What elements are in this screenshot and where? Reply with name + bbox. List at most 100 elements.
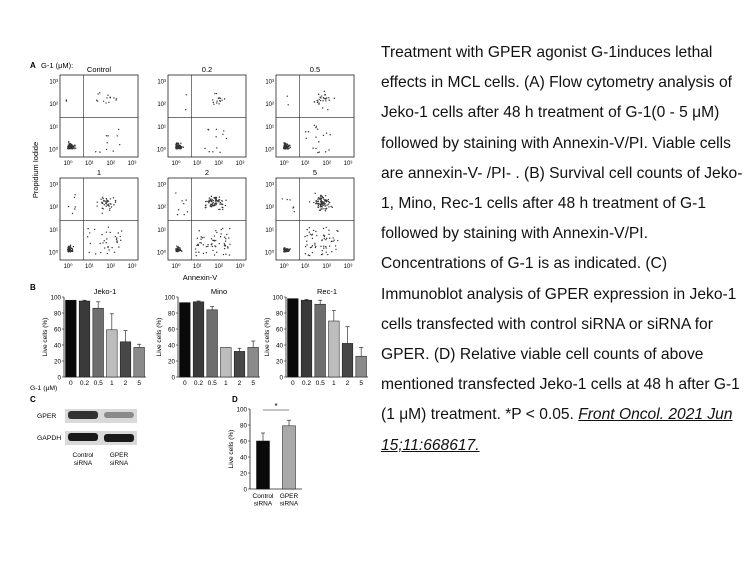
event-dot xyxy=(67,249,69,251)
event-dot xyxy=(287,249,290,252)
event-dot xyxy=(96,201,98,203)
y-tick-label: 10¹ xyxy=(49,125,58,131)
event-dot xyxy=(101,207,104,209)
blot-row-label: GAPDH xyxy=(37,435,61,442)
event-dot xyxy=(105,205,107,207)
event-dot xyxy=(205,204,207,206)
event-dot xyxy=(67,205,70,208)
x-tick-label: 10³ xyxy=(236,264,245,270)
y-tick-label: 10² xyxy=(157,205,166,211)
event-dot xyxy=(99,242,101,245)
event-dot xyxy=(208,151,210,153)
event-dot xyxy=(114,201,117,203)
event-dot xyxy=(222,227,224,230)
event-dot xyxy=(333,97,336,100)
event-dot xyxy=(204,207,206,209)
category-label: 2 xyxy=(238,380,242,387)
event-dot xyxy=(337,230,339,233)
chart-title: Mino xyxy=(211,287,227,296)
event-dot xyxy=(186,211,189,213)
event-dot xyxy=(286,198,288,201)
event-dot xyxy=(320,245,322,248)
event-dot xyxy=(319,96,321,98)
event-dot xyxy=(332,240,334,243)
event-dot xyxy=(214,197,216,200)
event-dot xyxy=(106,238,108,240)
event-dot xyxy=(99,92,101,94)
event-dot xyxy=(315,201,317,203)
dot-plot-title: 0.2 xyxy=(202,65,212,74)
event-dot xyxy=(211,99,214,101)
x-tick-label: 10² xyxy=(214,264,223,270)
event-dot xyxy=(176,145,178,147)
event-dot xyxy=(315,202,317,205)
bar xyxy=(355,355,367,378)
event-dot xyxy=(286,95,288,97)
event-dot xyxy=(100,251,102,254)
event-dot xyxy=(105,135,108,137)
event-dot xyxy=(112,150,114,152)
event-dot xyxy=(72,145,75,147)
event-dot xyxy=(283,247,285,249)
event-dot xyxy=(212,151,214,153)
event-dot xyxy=(71,212,74,215)
event-dot xyxy=(115,98,118,100)
event-dot xyxy=(114,235,116,238)
event-dot xyxy=(284,247,286,249)
event-dot xyxy=(293,211,296,213)
event-dot xyxy=(89,232,91,234)
dot-plot-3: 0.5 10⁰ 10⁰ 10¹ 10¹ 10² 10² 10³ 10³ xyxy=(265,65,355,167)
event-dot xyxy=(311,233,314,236)
x-tick-label: 10¹ xyxy=(85,161,94,167)
event-dot xyxy=(306,240,308,242)
event-dot xyxy=(116,237,118,239)
event-dot xyxy=(100,198,102,200)
event-dot xyxy=(320,253,323,256)
event-dot xyxy=(176,247,179,250)
event-dot xyxy=(205,200,207,203)
bar-chart-rec-1: 0 20 40 60 80 100 Live cells (%) Rec-1 0 0.2 0.5 1 2… xyxy=(264,287,368,387)
category-label: 1 xyxy=(110,380,114,387)
event-dot xyxy=(319,197,321,200)
event-dot xyxy=(328,206,330,208)
event-dot xyxy=(71,247,73,250)
event-dot xyxy=(113,97,115,99)
event-dot xyxy=(216,147,218,149)
dot-plot-frame xyxy=(275,177,355,261)
event-dot xyxy=(88,251,90,254)
event-dot xyxy=(108,101,110,104)
event-dot xyxy=(68,142,70,144)
dot-plot-title: Control xyxy=(87,65,112,74)
event-dot xyxy=(102,242,104,244)
x-tick-label: 10⁰ xyxy=(63,263,73,270)
event-dot xyxy=(307,131,310,133)
event-dot xyxy=(214,202,216,204)
event-dot xyxy=(117,128,120,131)
event-dot xyxy=(306,228,308,231)
event-dot xyxy=(305,137,307,140)
y-tick-label: 10² xyxy=(157,102,166,108)
event-dot xyxy=(109,97,111,99)
y-axis-label: Live cells (%) xyxy=(42,318,49,357)
event-dot xyxy=(311,237,314,240)
panel-d-label: D xyxy=(232,395,238,404)
event-dot xyxy=(179,147,181,149)
event-dot xyxy=(86,236,89,238)
y-tick-label: 10⁰ xyxy=(49,250,59,257)
event-dot xyxy=(313,124,316,126)
bar-chart-mino: 0 20 40 60 80 100 Live cells (%) Mino 0 0.2 0.5 1 2 5 xyxy=(156,287,260,387)
event-dot xyxy=(214,196,216,199)
event-dot xyxy=(195,254,197,257)
category-label: 0.5 xyxy=(94,380,103,387)
event-dot xyxy=(317,203,319,205)
y-axis-label: Live cells (%) xyxy=(264,318,271,357)
dot-plot-frame xyxy=(59,74,139,158)
event-dot xyxy=(325,237,328,239)
x-tick-label: 10² xyxy=(106,264,115,270)
event-dot xyxy=(315,199,317,202)
x-tick-label: 10¹ xyxy=(193,161,202,167)
event-dot xyxy=(206,200,208,203)
event-dot xyxy=(175,248,177,250)
event-dot xyxy=(74,208,76,210)
y-tick-label: 80 xyxy=(168,310,176,317)
